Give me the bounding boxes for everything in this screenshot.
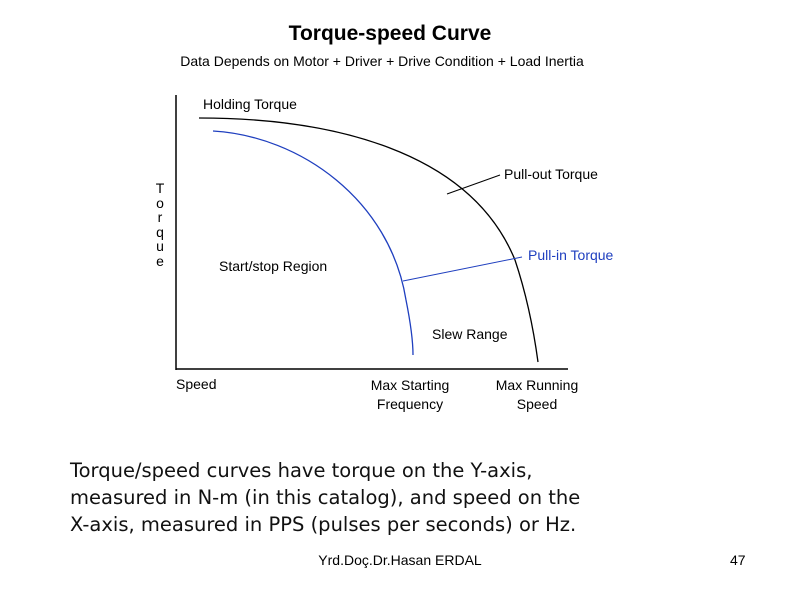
- y-axis-label-letter: q: [156, 223, 164, 240]
- y-axis-label-letter: r: [157, 209, 163, 225]
- x-axis-origin-label: Speed: [176, 376, 217, 392]
- y-axis-label-letter: e: [156, 252, 164, 269]
- max-running-speed-label: Max Running Speed: [495, 377, 579, 412]
- caption-text: Torque/speed curves have torque on the Y…: [70, 459, 581, 536]
- pull-out-torque-label: Pull-out Torque: [504, 166, 598, 182]
- pull-out-leader-line: [446, 174, 501, 195]
- pull-in-torque-curve: [212, 130, 414, 356]
- max-starting-frequency-label: Max Starting Frequency: [370, 377, 450, 412]
- pull-in-torque-label: Pull-in Torque: [528, 247, 614, 263]
- y-axis-label-letter: T: [155, 180, 165, 196]
- holding-torque-label: Holding Torque: [203, 96, 297, 112]
- footer-author: Yrd.Doç.Dr.Hasan ERDAL: [318, 552, 482, 568]
- pull-in-leader-line: [402, 256, 523, 282]
- y-axis-label-letter: o: [156, 194, 164, 211]
- start-stop-region-label: Start/stop Region: [219, 258, 328, 274]
- slew-range-label: Slew Range: [432, 326, 508, 342]
- pull-out-torque-curve: [198, 117, 539, 363]
- slide-title: Torque-speed Curve: [288, 22, 492, 45]
- y-axis-label-letter: u: [156, 238, 164, 254]
- slide-subtitle: Data Depends on Motor + Driver + Drive C…: [180, 53, 584, 69]
- page-number: 47: [730, 552, 746, 568]
